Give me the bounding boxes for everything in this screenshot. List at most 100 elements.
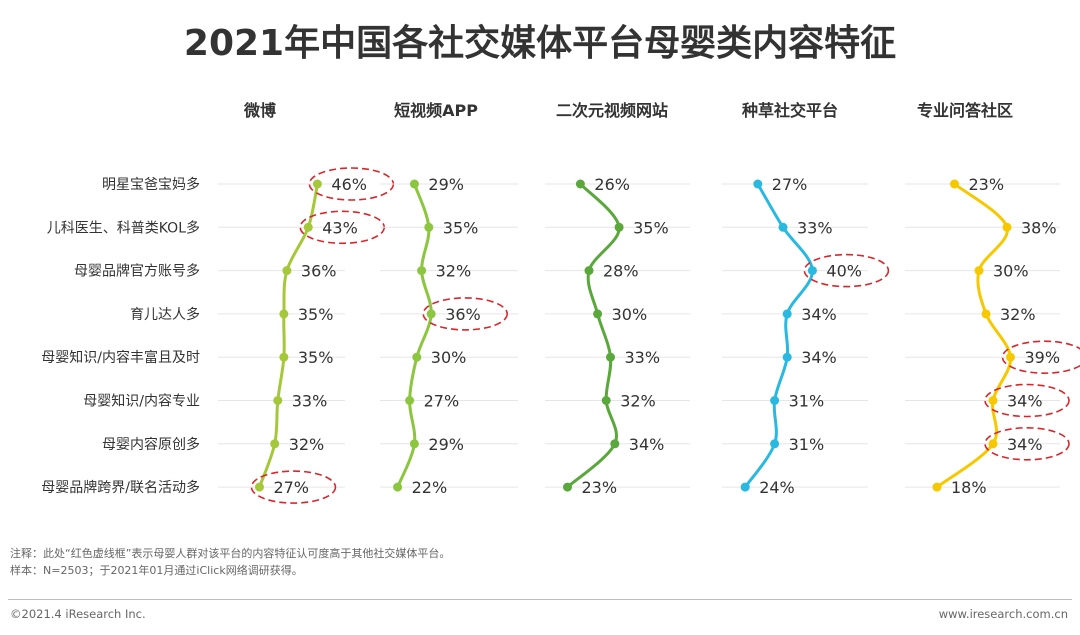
series-header: 专业问答社区 — [917, 101, 1013, 120]
data-label: 30% — [431, 348, 467, 367]
data-point — [778, 222, 788, 232]
highlight-ellipse — [803, 253, 890, 288]
category-label: 明星宝爸宝妈多 — [102, 176, 200, 193]
data-point — [601, 396, 611, 405]
footer-divider — [8, 599, 1072, 600]
data-label: 46% — [331, 175, 367, 194]
data-label: 27% — [772, 175, 808, 194]
data-label: 29% — [428, 175, 464, 194]
series-line — [935, 182, 1013, 489]
highlight-ellipse — [984, 426, 1070, 461]
data-point — [417, 266, 427, 276]
data-label: 38% — [1021, 218, 1057, 237]
category-label: 育儿达人多 — [130, 306, 200, 323]
data-point — [770, 396, 780, 405]
data-label: 39% — [1025, 348, 1061, 367]
data-point — [950, 179, 959, 189]
data-point — [426, 309, 436, 319]
data-point — [279, 309, 289, 319]
highlight-ellipse — [250, 470, 337, 504]
data-point — [593, 309, 603, 319]
category-label: 母婴知识/内容丰富且及时 — [41, 349, 200, 366]
data-point — [610, 439, 620, 449]
highlight-ellipse — [984, 383, 1070, 418]
data-point — [932, 482, 942, 492]
series-header: 短视频APP — [394, 101, 478, 120]
data-point — [270, 439, 280, 449]
data-label: 36% — [301, 262, 337, 281]
highlight-ellipse — [1001, 340, 1080, 374]
data-point — [409, 439, 419, 449]
data-label: 34% — [801, 305, 837, 324]
data-point — [412, 352, 422, 362]
data-label: 26% — [594, 175, 630, 194]
data-label: 32% — [1000, 305, 1036, 324]
data-label: 27% — [424, 392, 460, 411]
footer-website: www.iresearch.com.cn — [938, 607, 1068, 621]
data-point — [1006, 352, 1015, 362]
data-label: 28% — [603, 262, 639, 281]
data-point — [303, 222, 313, 232]
data-point — [614, 222, 624, 232]
category-label: 母婴品牌跨界/联名活动多 — [41, 479, 200, 496]
data-label: 35% — [298, 305, 334, 324]
chart-sample-note: 样本：N=2503；于2021年01月通过iClick网络调研获得。 — [10, 564, 303, 577]
category-label: 母婴品牌官方账号多 — [74, 263, 200, 280]
data-point — [273, 396, 283, 405]
data-point — [563, 482, 572, 492]
data-label: 31% — [789, 435, 825, 454]
data-point — [575, 179, 585, 189]
data-label: 34% — [1007, 435, 1043, 454]
data-point — [740, 482, 750, 492]
data-point — [988, 439, 998, 449]
footer-copyright: ©2021.4 iResearch Inc. — [10, 607, 146, 621]
data-label: 31% — [789, 392, 825, 411]
data-label: 40% — [826, 262, 862, 281]
data-point — [409, 179, 419, 189]
data-point — [988, 396, 998, 405]
line-profile-chart: 明星宝爸宝妈多儿科医生、科普类KOL多母婴品牌官方账号多育儿达人多母婴知识/内容… — [41, 101, 1080, 504]
data-label: 35% — [633, 218, 669, 237]
data-label: 35% — [298, 348, 334, 367]
data-label: 35% — [443, 218, 479, 237]
data-label: 32% — [436, 262, 472, 281]
data-point — [1002, 222, 1012, 232]
data-point — [405, 396, 415, 405]
data-point — [312, 179, 322, 189]
data-label: 30% — [993, 262, 1029, 281]
series-header: 二次元视频网站 — [556, 101, 668, 120]
data-label: 33% — [292, 392, 328, 411]
series-header: 种草社交平台 — [741, 101, 838, 120]
data-point — [424, 222, 434, 232]
data-point — [807, 266, 817, 276]
data-label: 33% — [625, 348, 661, 367]
data-label: 43% — [322, 218, 358, 237]
data-label: 34% — [1007, 392, 1043, 411]
highlight-ellipse — [422, 297, 509, 331]
data-label: 18% — [951, 478, 987, 497]
data-label: 23% — [969, 175, 1005, 194]
page-title: 2021年中国各社交媒体平台母婴类内容特征 — [183, 23, 897, 64]
data-label: 30% — [612, 305, 648, 324]
series-header: 微博 — [243, 101, 276, 120]
category-label: 儿科医生、科普类KOL多 — [47, 219, 200, 236]
data-label: 34% — [629, 435, 665, 454]
data-label: 22% — [412, 478, 448, 497]
data-label: 27% — [273, 478, 309, 497]
chart-note: 注释：此处“红色虚线框”表示母婴人群对该平台的内容特征认可度高于其他社交媒体平台… — [10, 547, 451, 560]
data-point — [254, 482, 264, 492]
data-point — [393, 482, 403, 492]
data-point — [584, 266, 594, 276]
data-point — [770, 439, 780, 449]
data-label: 32% — [620, 392, 656, 411]
data-label: 24% — [759, 478, 795, 497]
data-point — [974, 266, 984, 276]
data-point — [981, 309, 991, 319]
data-label: 32% — [289, 435, 325, 454]
data-point — [282, 266, 292, 276]
data-label: 29% — [428, 435, 464, 454]
category-label: 母婴知识/内容专业 — [83, 393, 200, 410]
data-point — [753, 179, 763, 189]
data-point — [782, 309, 792, 319]
data-point — [279, 352, 289, 362]
